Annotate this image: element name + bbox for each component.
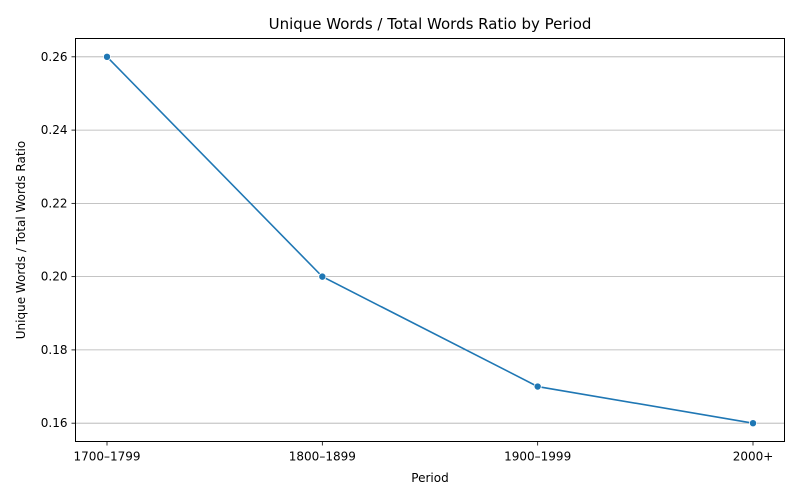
plot-frame [75, 38, 785, 442]
x-axis-ticks: 1700–1799 1800–1899 1900–1999 2000+ [73, 441, 774, 464]
data-point [533, 382, 542, 391]
y-tick-label: 0.26 [41, 50, 68, 64]
series-layer [103, 52, 758, 428]
x-axis-label: Period [411, 471, 448, 485]
y-tick-label: 0.16 [41, 416, 68, 430]
y-tick-label: 0.18 [41, 343, 68, 357]
y-axis-label: Unique Words / Total Words Ratio [14, 141, 28, 339]
x-tick-label: 2000+ [733, 450, 774, 464]
data-point [318, 272, 327, 281]
x-tick-label: 1900–1999 [504, 450, 571, 464]
y-axis-ticks: 0.16 0.18 0.20 0.22 0.24 0.26 [41, 50, 76, 430]
data-point [749, 419, 758, 428]
chart-title: Unique Words / Total Words Ratio by Peri… [269, 15, 592, 33]
y-tick-label: 0.20 [41, 270, 68, 284]
data-point [103, 52, 112, 61]
grid-lines [75, 56, 785, 424]
y-tick-label: 0.24 [41, 123, 68, 137]
x-tick-label: 1800–1899 [289, 450, 356, 464]
x-tick-label: 1700–1799 [73, 450, 140, 464]
series-line [106, 56, 754, 424]
y-tick-label: 0.22 [41, 196, 68, 210]
